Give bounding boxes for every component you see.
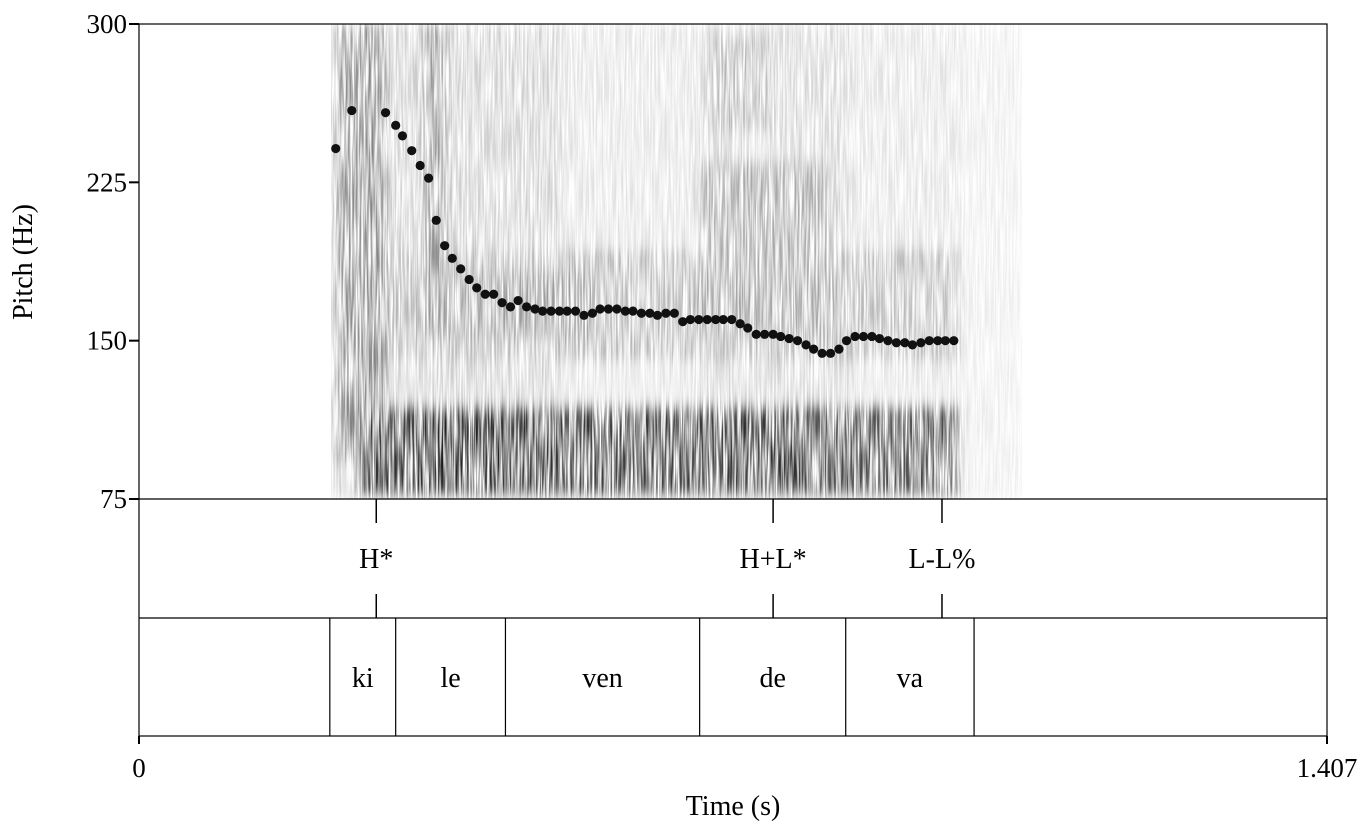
pitch-point: [751, 329, 761, 339]
figure-frame: [138, 23, 1328, 737]
pitch-point: [817, 348, 827, 358]
pitch-point: [415, 160, 425, 171]
pitch-point: [554, 306, 565, 316]
pitch-point: [924, 336, 934, 346]
pitch-point: [562, 306, 572, 316]
pitch-point: [685, 314, 695, 325]
pitch-point: [933, 336, 943, 346]
pitch-point: [940, 336, 950, 346]
pitch-point: [537, 306, 548, 316]
pitch-point: [431, 215, 441, 225]
pitch-point: [834, 344, 844, 354]
pitch-point: [347, 105, 357, 116]
syllable-label: ven: [582, 663, 622, 694]
pitch-point: [841, 336, 852, 346]
y-tick-label: 225: [87, 167, 128, 197]
pitch-point: [850, 331, 860, 342]
x-axis: 0 1.407: [132, 736, 1357, 783]
pitch-point: [407, 146, 417, 156]
x-axis-title: Time (s): [686, 791, 781, 822]
pitch-track: [331, 105, 959, 358]
pitch-point: [440, 241, 450, 251]
pitch-point: [456, 264, 466, 274]
pitch-point: [907, 340, 918, 350]
pitch-point: [397, 131, 408, 141]
pitch-point: [669, 308, 679, 318]
syllable-label: le: [440, 663, 460, 694]
pitch-point: [521, 302, 532, 312]
pitch-point: [768, 329, 778, 339]
syllable-label: va: [897, 663, 924, 694]
pitch-point: [801, 340, 811, 350]
x-tick-label: 1.407: [1297, 753, 1358, 783]
x-tick-label: 0: [132, 753, 146, 783]
pitch-point: [916, 338, 926, 348]
pitch-point: [612, 304, 622, 314]
pitch-point: [579, 310, 589, 320]
pitch-point: [661, 308, 671, 318]
y-tick-label: 150: [87, 326, 128, 356]
pitch-point: [497, 298, 507, 308]
pitch-point: [652, 310, 663, 320]
pitch-point: [858, 331, 869, 342]
pitch-point: [513, 295, 523, 306]
pitch-point: [867, 331, 877, 342]
pitch-point: [776, 331, 786, 342]
pitch-point: [380, 108, 391, 118]
pitch-point: [949, 336, 959, 346]
pitch-point: [694, 314, 704, 325]
pitch-point: [874, 333, 885, 344]
syllable-label: de: [759, 663, 785, 694]
pitch-point: [883, 336, 893, 346]
pitch-point: [645, 308, 655, 318]
syllable-label: ki: [352, 663, 374, 694]
pitch-point: [447, 253, 457, 263]
y-axis-title: Pitch (Hz): [8, 204, 39, 320]
pitch-point: [472, 283, 482, 293]
pitch-point: [900, 338, 910, 348]
pitch-point: [505, 302, 516, 312]
pitch-point: [595, 304, 605, 314]
y-tick-label: 300: [87, 9, 128, 39]
pitch-point: [743, 323, 753, 333]
pitch-point: [735, 319, 745, 329]
pitch-point: [678, 317, 688, 327]
pitch-point: [530, 304, 540, 314]
pitch-point: [718, 314, 728, 325]
tone-tier: H* H+L* L-L%: [359, 499, 975, 618]
pitch-point: [587, 308, 598, 318]
pitch-point: [825, 348, 836, 358]
pitch-point: [628, 306, 638, 316]
pitch-point: [489, 289, 499, 299]
pitch-point: [570, 306, 581, 316]
pitch-point: [636, 308, 646, 318]
tone-label: H*: [359, 544, 393, 575]
syllable-tier: ki le ven de va: [329, 618, 975, 736]
pitch-point: [331, 143, 341, 154]
pitch-point: [891, 338, 901, 348]
pitch-point: [760, 329, 770, 339]
pitch-point: [546, 306, 556, 316]
spectrogram: [139, 24, 1327, 499]
pitch-point: [711, 314, 721, 325]
pitch-point: [792, 336, 803, 346]
pitch-point: [603, 304, 614, 314]
pitch-point: [464, 274, 474, 285]
y-axis: 75 150 225 300: [87, 9, 139, 514]
tone-label: H+L*: [740, 544, 807, 575]
pitch-point: [727, 314, 737, 325]
pitch-point: [809, 344, 819, 354]
pitch-point: [784, 333, 794, 344]
pitch-point: [702, 314, 712, 325]
pitch-point: [480, 289, 490, 299]
y-tick-label: 75: [100, 484, 127, 514]
pitch-point: [424, 173, 434, 183]
pitch-point: [620, 306, 630, 316]
tone-label: L-L%: [909, 544, 976, 575]
pitch-point: [391, 120, 401, 130]
